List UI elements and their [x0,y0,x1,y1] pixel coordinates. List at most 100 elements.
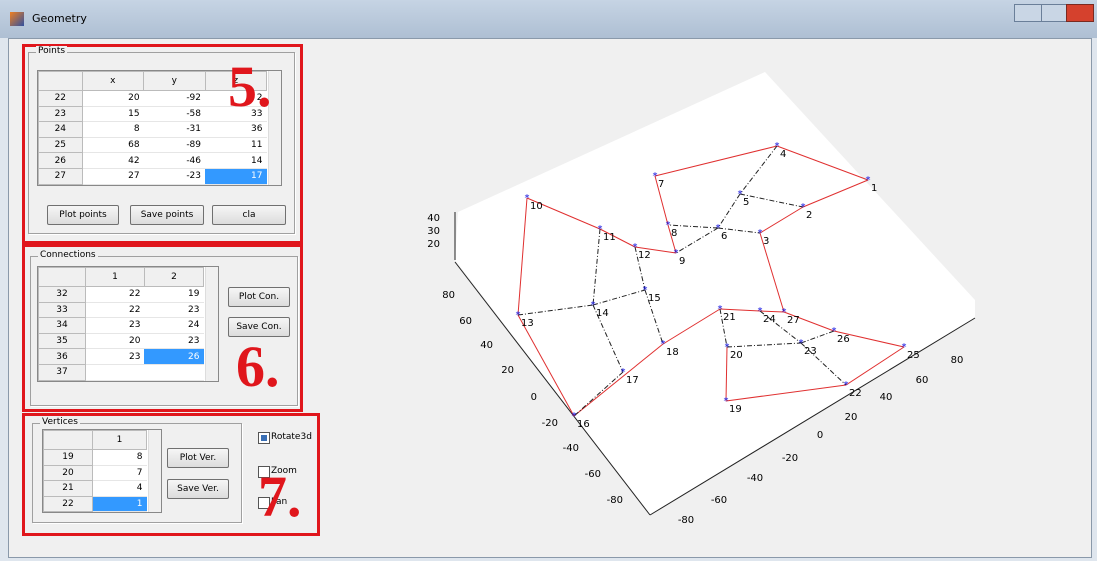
cell[interactable]: 4 [92,480,147,497]
cell[interactable]: 8 [92,449,147,466]
cell[interactable]: 14 [205,152,267,169]
cell[interactable]: 20 [85,333,145,350]
node-label: 19 [729,404,742,415]
scrollbar[interactable] [148,430,161,513]
button[interactable]: Plot Con. [228,287,290,307]
cell[interactable]: 22 [85,286,145,303]
cell[interactable]: 2 [205,90,267,107]
points-highlight [22,44,303,244]
y-axis [454,261,651,516]
cell[interactable]: -46 [143,152,206,169]
annotation: 5. [228,54,272,119]
checkbox[interactable] [258,432,270,444]
x-tick-label: -40 [747,473,763,484]
button[interactable]: Plot Ver. [167,448,229,468]
scrollbar[interactable] [205,267,218,381]
cell[interactable]: 19 [144,286,204,303]
edge [725,384,847,402]
cell[interactable]: 15 [82,106,144,123]
node-marker: * [866,175,871,186]
node-label: 17 [626,375,639,386]
cell[interactable]: 42 [82,152,144,169]
column-header: x [81,71,145,91]
vertices-panel-title: Vertices [40,417,80,427]
cell[interactable]: -89 [143,137,206,154]
cell[interactable]: 36 [205,121,267,138]
cell[interactable]: 24 [144,317,204,334]
cell[interactable]: 23 [85,348,145,365]
y-tick-label: -80 [607,495,623,506]
edge [517,197,528,316]
row-header: 25 [38,136,83,154]
connections-highlight [22,244,303,412]
cell[interactable]: -92 [143,90,206,107]
scrollbar[interactable] [268,71,281,185]
button[interactable]: Plot points [47,205,119,225]
checkbox-label[interactable]: Pan [271,497,288,507]
table-row: 26 42 -46 14 [38,152,267,169]
cell[interactable]: 26 [144,348,204,365]
minimize-button[interactable] [1014,4,1042,22]
button[interactable]: cla [212,205,286,225]
node-marker: * [902,342,907,353]
cell[interactable]: 17 [205,168,267,185]
vertices-panel [32,423,242,523]
cell[interactable]: 23 [144,333,204,350]
edge [654,145,778,177]
node-label: 20 [730,350,743,361]
cell[interactable]: 27 [82,168,144,185]
cell[interactable]: 23 [85,317,145,334]
column-header: 1 [84,267,145,287]
cell[interactable]: 7 [92,465,147,482]
checkbox-label[interactable]: Zoom [271,466,297,476]
button[interactable]: Save Con. [228,317,290,337]
maximize-button[interactable] [1041,4,1067,22]
cell[interactable]: 11 [205,137,267,154]
close-button[interactable] [1066,4,1094,22]
cell[interactable]: 1 [92,496,147,513]
y-tick-label: -40 [563,443,579,454]
cell[interactable]: -31 [143,121,206,138]
row-header: 26 [38,152,83,169]
title-bar: Geometry [0,0,1097,38]
cell[interactable]: 23 [144,302,204,319]
node-label: 15 [648,293,661,304]
node-label: 26 [837,334,850,345]
button[interactable]: Save Ver. [167,479,229,499]
row-header: 36 [38,348,86,365]
edge [667,224,677,254]
node-label: 3 [763,236,769,247]
cell[interactable] [144,364,204,381]
checkbox[interactable] [258,497,270,509]
row-header: 32 [38,286,86,303]
checkbox-label[interactable]: Rotate3d [271,432,312,442]
node-label: 9 [679,256,685,267]
cell[interactable] [85,364,145,381]
node-marker: * [716,223,721,234]
cell[interactable]: 33 [205,106,267,123]
table-row: 22 1 [43,495,147,513]
edge [517,314,575,417]
node-marker: * [633,242,638,253]
checkbox[interactable] [258,466,270,478]
node-label: 5 [743,197,749,208]
table: 1 19 8 20 7 21 4 22 1 [43,430,148,513]
cell[interactable]: 8 [82,121,144,138]
cell[interactable]: 20 [82,90,144,107]
table-row: 22 20 -92 2 [38,90,267,107]
node-marker: * [782,307,787,318]
button[interactable]: Save points [130,205,204,225]
cell[interactable]: 22 [85,302,145,319]
cell[interactable]: -23 [143,168,206,185]
axes-3d[interactable]: 20 30 40 80 60 40 20 0 -20 -40 -60 -80 -80 -60 -40 -20 0… [400,60,1000,530]
edge [719,308,761,312]
node-marker: * [591,300,596,311]
row-header: 22 [43,495,93,513]
cell[interactable]: 68 [82,137,144,154]
edge [739,145,778,195]
cell[interactable]: -58 [143,106,206,123]
row-header: 20 [43,464,93,482]
node-label: 13 [521,318,534,329]
